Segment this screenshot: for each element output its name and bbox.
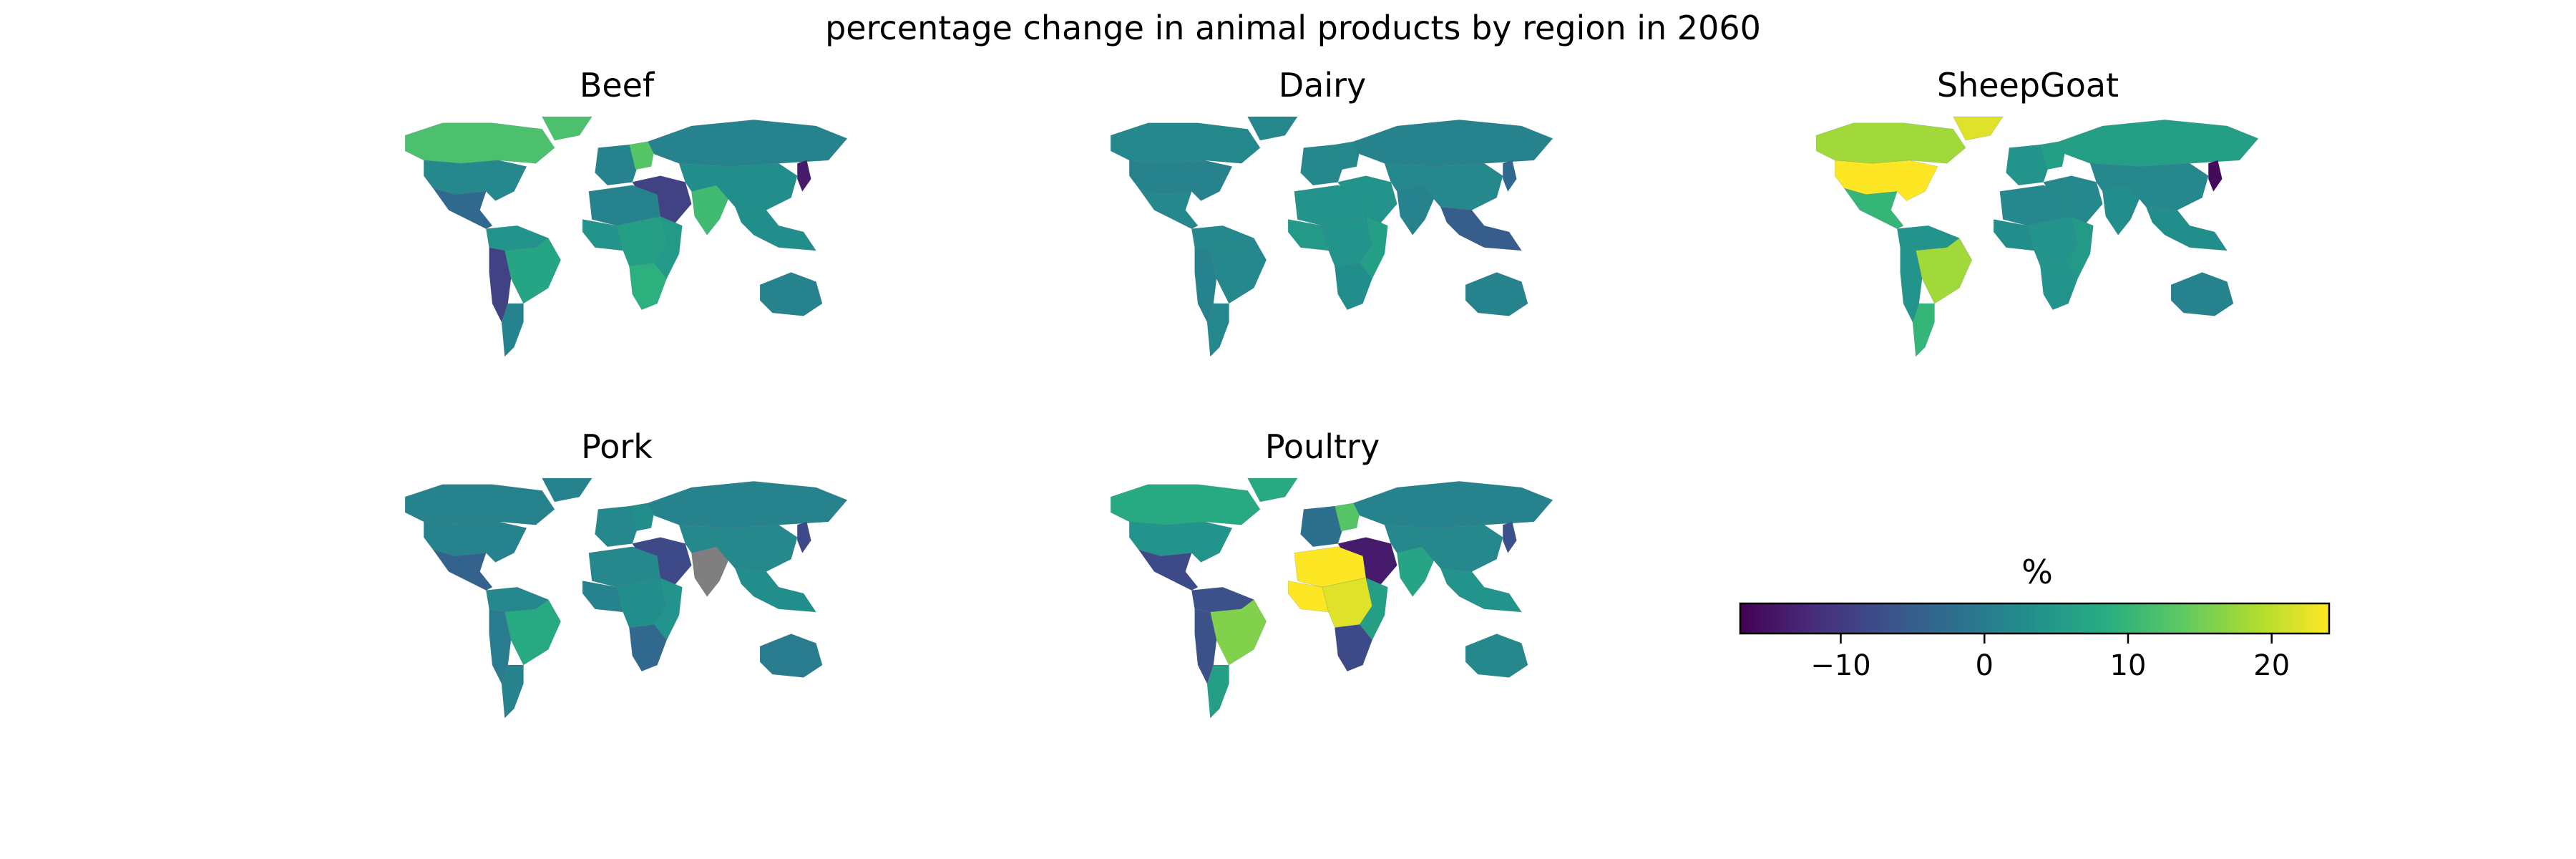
region-west-africa: [1287, 219, 1330, 251]
region-central-america: [1843, 188, 1904, 229]
figure-title: percentage change in animal products by …: [825, 9, 1761, 47]
region-canada: [1110, 484, 1261, 525]
region-oceania: [759, 634, 823, 678]
region-greenland: [542, 116, 592, 141]
panel-title: SheepGoat: [1937, 66, 2119, 105]
region-southern-africa: [2040, 263, 2078, 311]
region-central-america: [1138, 188, 1199, 229]
region-southeast-asia: [2145, 206, 2228, 251]
region-central-america: [432, 549, 493, 591]
panel-title: Beef: [580, 66, 655, 105]
region-oceania: [1465, 634, 1528, 678]
region-russia: [1353, 120, 1553, 167]
region-canada: [1815, 122, 1966, 164]
region-southeast-asia: [734, 568, 816, 613]
map-panel-sheepgoat: SheepGoat: [1815, 66, 2259, 357]
region-russia: [1353, 481, 1553, 528]
region-russia: [2059, 120, 2259, 167]
region-greenland: [1247, 477, 1298, 503]
colorbar-tick-label: 0: [1976, 649, 1994, 682]
map-panel-dairy: Dairy: [1110, 66, 1553, 357]
region-brazil: [1210, 238, 1267, 304]
panel-title: Pork: [581, 427, 653, 466]
colorbar-tick-label: −10: [1810, 649, 1870, 682]
region-central-america: [1138, 549, 1199, 591]
region-argentina: [501, 303, 524, 357]
region-southeast-asia: [734, 206, 816, 251]
region-usa: [424, 160, 527, 201]
region-west-africa: [582, 219, 624, 251]
region-argentina: [1206, 303, 1229, 357]
region-oceania: [1465, 272, 1528, 316]
colorbar-tick-label: 20: [2253, 649, 2290, 682]
world-map: [1110, 116, 1553, 357]
region-canada: [404, 484, 555, 525]
region-argentina: [1206, 664, 1229, 719]
colorbar-tick-label: 10: [2110, 649, 2147, 682]
region-usa: [1129, 521, 1233, 563]
region-japan: [2208, 160, 2223, 192]
region-japan: [797, 160, 811, 192]
region-southern-africa: [629, 263, 667, 311]
region-usa: [1835, 160, 1938, 201]
region-brazil: [504, 599, 561, 666]
region-greenland: [542, 477, 592, 503]
region-brazil: [1916, 238, 1972, 304]
region-greenland: [1247, 116, 1298, 141]
region-canada: [1110, 122, 1261, 164]
region-southern-africa: [629, 624, 667, 672]
region-canada: [404, 122, 555, 164]
region-russia: [648, 120, 848, 167]
colorbar: % −10 0 10 20: [1739, 553, 2331, 682]
colorbar-gradient: [1739, 602, 2331, 635]
region-southern-africa: [1335, 263, 1372, 311]
region-japan: [797, 521, 811, 553]
region-brazil: [504, 238, 561, 304]
world-map: [404, 477, 848, 719]
region-brazil: [1210, 599, 1267, 666]
world-map: [1110, 477, 1553, 719]
region-southern-africa: [1335, 624, 1372, 672]
panel-title: Poultry: [1265, 427, 1380, 466]
region-west-africa: [1993, 219, 2035, 251]
region-southeast-asia: [1440, 568, 1522, 613]
map-panels: Beef Dairy SheepGoat Pork Poultry: [404, 66, 2259, 719]
region-japan: [1503, 521, 1517, 553]
map-panel-pork: Pork: [404, 427, 848, 719]
region-west-africa: [1287, 581, 1330, 613]
region-russia: [648, 481, 848, 528]
region-central-america: [432, 188, 493, 229]
region-usa: [424, 521, 527, 563]
map-panel-beef: Beef: [404, 66, 848, 357]
region-greenland: [1953, 116, 2004, 141]
region-usa: [1129, 160, 1233, 201]
region-argentina: [501, 664, 524, 719]
map-panel-poultry: Poultry: [1110, 427, 1553, 719]
colorbar-ticks: −10 0 10 20: [1810, 634, 2290, 682]
region-west-africa: [582, 581, 624, 613]
region-oceania: [2170, 272, 2234, 316]
colorbar-label: %: [2021, 553, 2053, 591]
panel-title: Dairy: [1279, 66, 1367, 105]
region-oceania: [759, 272, 823, 316]
world-map: [404, 116, 848, 357]
world-map: [1815, 116, 2259, 357]
region-argentina: [1912, 303, 1935, 357]
region-southeast-asia: [1440, 206, 1522, 251]
region-japan: [1503, 160, 1517, 192]
